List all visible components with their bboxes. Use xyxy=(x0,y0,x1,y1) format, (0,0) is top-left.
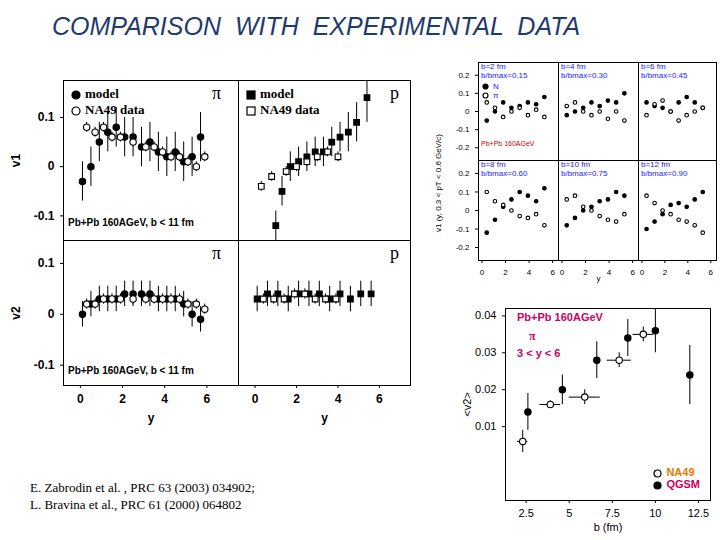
svg-text:6: 6 xyxy=(204,392,211,406)
svg-text:0: 0 xyxy=(252,392,259,406)
html-text:π: π xyxy=(529,329,536,343)
svg-text:0.2: 0.2 xyxy=(458,169,470,178)
svg-text:-0.2: -0.2 xyxy=(456,243,470,252)
html-text:b=10 fm: b=10 fm xyxy=(561,160,591,169)
html-text:3 < y < 6: 3 < y < 6 xyxy=(517,347,561,359)
svg-text:4: 4 xyxy=(527,268,532,277)
svg-text:4: 4 xyxy=(686,268,691,277)
svg-text:-0.2: -0.2 xyxy=(456,143,470,152)
svg-text:4: 4 xyxy=(607,268,612,277)
svg-text:0: 0 xyxy=(77,392,84,406)
svg-text:v1: v1 xyxy=(9,154,23,168)
html-text:π: π xyxy=(212,243,222,263)
svg-text:2: 2 xyxy=(503,268,508,277)
svg-text:y: y xyxy=(321,411,328,425)
svg-text:2: 2 xyxy=(293,392,300,406)
html-text:p: p xyxy=(390,83,399,103)
svg-text:0: 0 xyxy=(480,268,485,277)
html-text:NA49 data: NA49 data xyxy=(260,102,320,117)
svg-text:12.5: 12.5 xyxy=(688,507,709,519)
svg-text:b (fm): b (fm) xyxy=(594,521,623,533)
svg-text:2.5: 2.5 xyxy=(519,507,534,519)
svg-text:0: 0 xyxy=(48,159,55,173)
html-text:NA49: NA49 xyxy=(666,466,695,478)
svg-text:2: 2 xyxy=(119,392,126,406)
svg-text:4: 4 xyxy=(161,392,168,406)
svg-text:7.5: 7.5 xyxy=(605,507,620,519)
svg-text:0.01: 0.01 xyxy=(475,420,496,432)
html-text:b/bmax=0.30: b/bmax=0.30 xyxy=(561,71,608,80)
svg-text:-0.1: -0.1 xyxy=(34,209,55,223)
svg-text:6: 6 xyxy=(376,392,383,406)
html-text:b/bmax=0.75: b/bmax=0.75 xyxy=(561,169,608,178)
svg-text:-0.1: -0.1 xyxy=(456,125,470,134)
html-text:L. Bravina et al., PRC 61 (200: L. Bravina et al., PRC 61 (2000) 064802 xyxy=(30,497,242,512)
svg-text:0.2: 0.2 xyxy=(458,71,470,80)
svg-text:6: 6 xyxy=(709,268,714,277)
html-text:Pb+Pb 160AGeV, b < 11 fm: Pb+Pb 160AGeV, b < 11 fm xyxy=(68,217,194,228)
html-text:p: p xyxy=(390,243,399,263)
svg-text:0: 0 xyxy=(560,268,565,277)
svg-text:y: y xyxy=(597,274,601,283)
html-text:NA49 data: NA49 data xyxy=(85,102,145,117)
svg-text:6: 6 xyxy=(550,268,555,277)
svg-text:0.1: 0.1 xyxy=(38,110,55,124)
html-text:π: π xyxy=(212,83,222,103)
html-text:model: model xyxy=(260,86,294,101)
html-text:b=2 fm: b=2 fm xyxy=(481,62,506,71)
html-text:b=12 fm: b=12 fm xyxy=(641,160,671,169)
svg-text:10: 10 xyxy=(649,507,661,519)
svg-text:y: y xyxy=(148,411,155,425)
html-text:b=8 fm: b=8 fm xyxy=(481,160,506,169)
svg-text:0.1: 0.1 xyxy=(38,256,55,270)
svg-text:4: 4 xyxy=(335,392,342,406)
svg-text:0.1: 0.1 xyxy=(458,188,470,197)
html-text:QGSM: QGSM xyxy=(666,478,700,490)
svg-text:0: 0 xyxy=(48,307,55,321)
html-text:E. Zabrodin et al. , PRC 63 (2: E. Zabrodin et al. , PRC 63 (2003) 03490… xyxy=(30,480,255,495)
html-text:v1 (y, 0.3 < pT < 0.6 GeV/c): v1 (y, 0.3 < pT < 0.6 GeV/c) xyxy=(434,134,443,232)
svg-text:0.03: 0.03 xyxy=(475,346,496,358)
html-text:b=6 fm: b=6 fm xyxy=(641,62,666,71)
html-text:π: π xyxy=(493,91,499,100)
html-text:Pb+Pb 160AGeV: Pb+Pb 160AGeV xyxy=(481,140,535,147)
html-text:model: model xyxy=(85,86,119,101)
html-text:b=4 fm: b=4 fm xyxy=(561,62,586,71)
svg-text:0.02: 0.02 xyxy=(475,383,496,395)
html-text:COMPARISON WITH EXPERIMENTAL D: COMPARISON WITH EXPERIMENTAL DATA xyxy=(52,12,581,40)
svg-text:2: 2 xyxy=(583,268,588,277)
svg-text:0.1: 0.1 xyxy=(458,89,470,98)
html-text:b/bmax=0.90: b/bmax=0.90 xyxy=(641,169,688,178)
html-text:b/bmax=0.45: b/bmax=0.45 xyxy=(641,71,688,80)
svg-text:v2: v2 xyxy=(9,306,23,320)
html-text:N: N xyxy=(493,82,499,91)
html-text:Pb+Pb 160AGeV, b < 11 fm: Pb+Pb 160AGeV, b < 11 fm xyxy=(68,365,194,376)
svg-text:0: 0 xyxy=(465,206,470,215)
svg-text:2: 2 xyxy=(663,268,668,277)
svg-text:0: 0 xyxy=(640,268,645,277)
svg-text:0: 0 xyxy=(465,107,470,116)
svg-text:5: 5 xyxy=(566,507,572,519)
svg-text:6: 6 xyxy=(630,268,635,277)
svg-text:0.04: 0.04 xyxy=(475,309,496,321)
html-text:b/bmax=0.15: b/bmax=0.15 xyxy=(481,71,528,80)
html-text:b/bmax=0.60: b/bmax=0.60 xyxy=(481,169,528,178)
svg-text:-0.1: -0.1 xyxy=(456,225,470,234)
svg-text:<v2>: <v2> xyxy=(461,392,473,416)
svg-text:-0.1: -0.1 xyxy=(34,358,55,372)
html-text:Pb+Pb 160AGeV: Pb+Pb 160AGeV xyxy=(517,311,603,323)
